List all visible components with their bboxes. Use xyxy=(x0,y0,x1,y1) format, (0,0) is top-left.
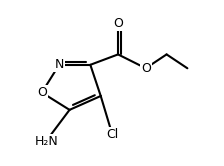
Text: O: O xyxy=(113,17,123,30)
Text: N: N xyxy=(54,58,64,71)
Text: O: O xyxy=(37,86,47,99)
Text: Cl: Cl xyxy=(107,128,119,141)
Text: H₂N: H₂N xyxy=(35,135,59,148)
Text: O: O xyxy=(141,62,151,75)
